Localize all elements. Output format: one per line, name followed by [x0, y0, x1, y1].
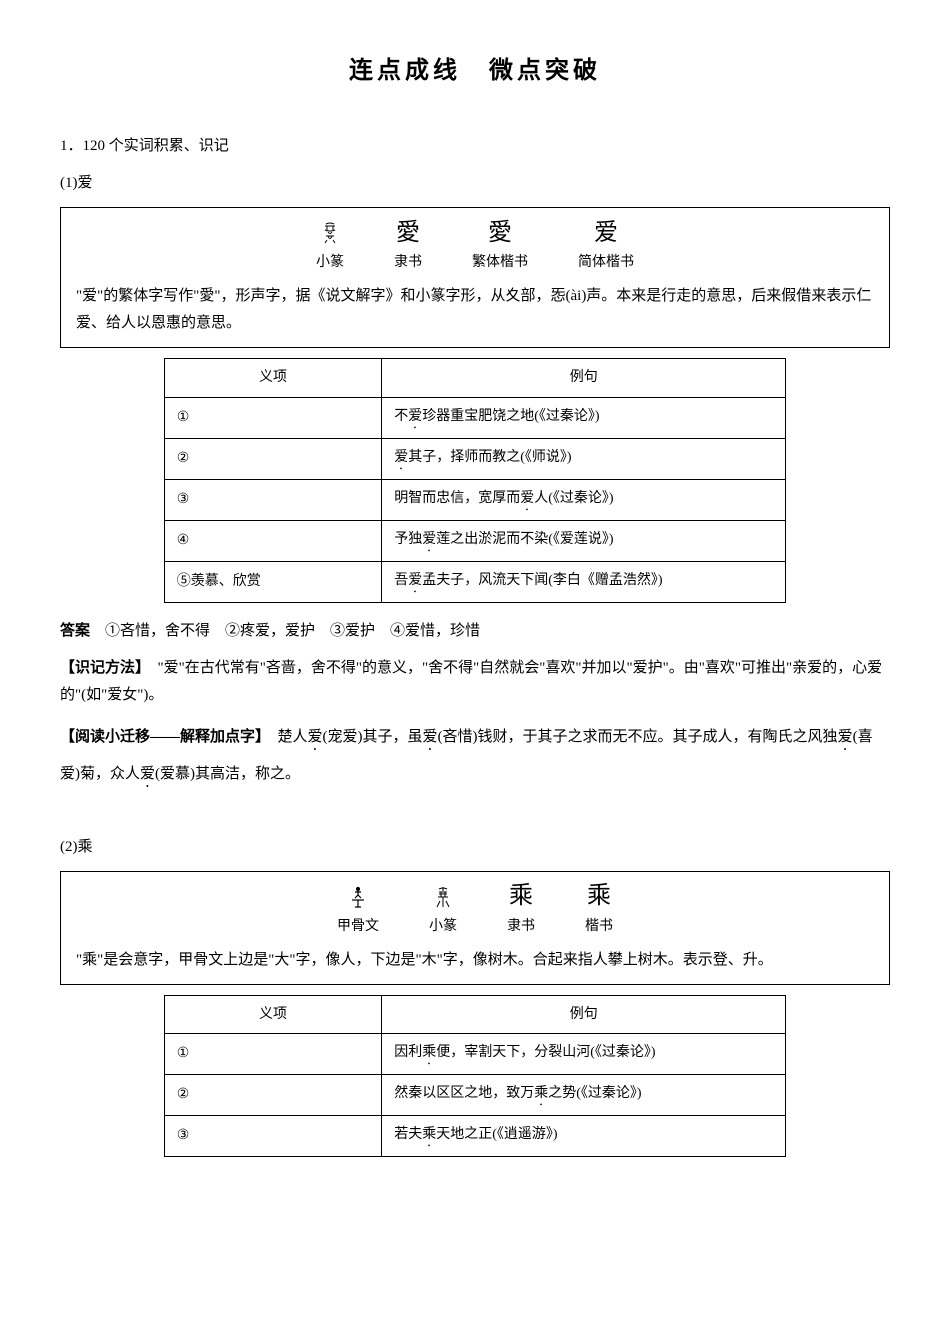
glyph-label: 简体楷书 [578, 250, 634, 275]
meaning-cell: ⑤羡慕、欣赏 [164, 561, 382, 602]
glyph-item: 愛繁体楷书 [472, 218, 528, 275]
table-row: ②爱其子，择师而教之(《师说》) [164, 438, 786, 479]
reading-label: 【阅读小迁移——解释加点字】 [60, 729, 263, 745]
glyph-char [318, 218, 342, 248]
table-header-example: 例句 [382, 359, 786, 397]
glyph-item: 愛隶书 [394, 218, 422, 275]
table-row: ⑤羡慕、欣赏吾爱孟夫子，风流天下闻(李白《赠孟浩然》) [164, 561, 786, 602]
table-header-meaning: 义项 [164, 995, 382, 1033]
example-cell: 明智而忠信，宽厚而爱人(《过秦论》) [382, 479, 786, 520]
glyph-char: 愛 [396, 218, 420, 248]
glyph-label: 繁体楷书 [472, 250, 528, 275]
glyph-char: 爱 [594, 218, 618, 248]
glyph-char: 乘 [509, 882, 533, 912]
answer-block: 答案 ①吝惜，舍不得 ②疼爱，爱护 ③爱护 ④爱惜，珍惜 [60, 618, 890, 645]
reading-block: 【阅读小迁移——解释加点字】 楚人爱(宠爱)其子，虽爱(吝惜)钱财，于其子之求而… [60, 719, 890, 794]
table-row: ③若夫乘天地之正(《逍遥游》) [164, 1115, 786, 1156]
meaning-cell: ① [164, 397, 382, 438]
glyph-item: 小篆 [316, 218, 344, 275]
answer-label: 答案 [60, 623, 90, 639]
glyph-description: "爱"的繁体字写作"愛"，形声字，据《说文解字》和小篆字形，从夊部，㤅(ài)声… [76, 283, 874, 337]
glyph-row: 小篆愛隶书愛繁体楷书爱简体楷书 [76, 218, 874, 275]
table-row: ①因利乘便，宰割天下，分裂山河(《过秦论》) [164, 1033, 786, 1074]
example-cell: 因利乘便，宰割天下，分裂山河(《过秦论》) [382, 1033, 786, 1074]
glyph-item: 乘隶书 [507, 882, 535, 939]
glyph-item: 小篆 [429, 882, 457, 939]
method-block: 【识记方法】 "爱"在古代常有"吝啬，舍不得"的意义，"舍不得"自然就会"喜欢"… [60, 655, 890, 709]
glyph-label: 小篆 [316, 250, 344, 275]
table-row: ①不爱珍器重宝肥饶之地(《过秦论》) [164, 397, 786, 438]
glyph-char: 乘 [587, 882, 611, 912]
glyph-box-cheng: 甲骨文小篆乘隶书乘楷书 "乘"是会意字，甲骨文上边是"大"字，像人，下边是"木"… [60, 871, 890, 985]
subsection-label: (1)爱 [60, 170, 890, 197]
table-row: ②然秦以区区之地，致万乘之势(《过秦论》) [164, 1074, 786, 1115]
meaning-cell: ③ [164, 479, 382, 520]
example-cell: 若夫乘天地之正(《逍遥游》) [382, 1115, 786, 1156]
method-label: 【识记方法】 [60, 660, 143, 676]
glyph-description: "乘"是会意字，甲骨文上边是"大"字，像人，下边是"木"字，像树木。合起来指人攀… [76, 947, 874, 974]
glyph-char: 愛 [488, 218, 512, 248]
glyph-label: 小篆 [429, 914, 457, 939]
meaning-table-ai: 义项 例句 ①不爱珍器重宝肥饶之地(《过秦论》)②爱其子，择师而教之(《师说》)… [164, 358, 787, 602]
meaning-table-cheng: 义项 例句 ①因利乘便，宰割天下，分裂山河(《过秦论》)②然秦以区区之地，致万乘… [164, 995, 787, 1157]
glyph-label: 隶书 [507, 914, 535, 939]
table-header-meaning: 义项 [164, 359, 382, 397]
glyph-row: 甲骨文小篆乘隶书乘楷书 [76, 882, 874, 939]
subsection-label: (2)乘 [60, 834, 890, 861]
glyph-char [431, 882, 455, 912]
glyph-box-ai: 小篆愛隶书愛繁体楷书爱简体楷书 "爱"的繁体字写作"愛"，形声字，据《说文解字》… [60, 207, 890, 348]
meaning-cell: ② [164, 1074, 382, 1115]
example-cell: 然秦以区区之地，致万乘之势(《过秦论》) [382, 1074, 786, 1115]
example-cell: 不爱珍器重宝肥饶之地(《过秦论》) [382, 397, 786, 438]
page-title: 连点成线 微点突破 [60, 50, 890, 93]
table-row: ④予独爱莲之出淤泥而不染(《爱莲说》) [164, 520, 786, 561]
table-header-example: 例句 [382, 995, 786, 1033]
glyph-label: 甲骨文 [337, 914, 379, 939]
example-cell: 吾爱孟夫子，风流天下闻(李白《赠孟浩然》) [382, 561, 786, 602]
table-row: ③明智而忠信，宽厚而爱人(《过秦论》) [164, 479, 786, 520]
meaning-cell: ② [164, 438, 382, 479]
meaning-cell: ④ [164, 520, 382, 561]
meaning-cell: ③ [164, 1115, 382, 1156]
meaning-cell: ① [164, 1033, 382, 1074]
method-text: "爱"在古代常有"吝啬，舍不得"的意义，"舍不得"自然就会"喜欢"并加以"爱护"… [60, 660, 882, 703]
glyph-item: 爱简体楷书 [578, 218, 634, 275]
section-header: 1．120 个实词积累、识记 [60, 133, 890, 160]
answer-text: ①吝惜，舍不得 ②疼爱，爱护 ③爱护 ④爱惜，珍惜 [90, 623, 480, 639]
glyph-label: 隶书 [394, 250, 422, 275]
glyph-label: 楷书 [585, 914, 613, 939]
glyph-item: 乘楷书 [585, 882, 613, 939]
example-cell: 爱其子，择师而教之(《师说》) [382, 438, 786, 479]
glyph-char [346, 882, 370, 912]
example-cell: 予独爱莲之出淤泥而不染(《爱莲说》) [382, 520, 786, 561]
glyph-item: 甲骨文 [337, 882, 379, 939]
